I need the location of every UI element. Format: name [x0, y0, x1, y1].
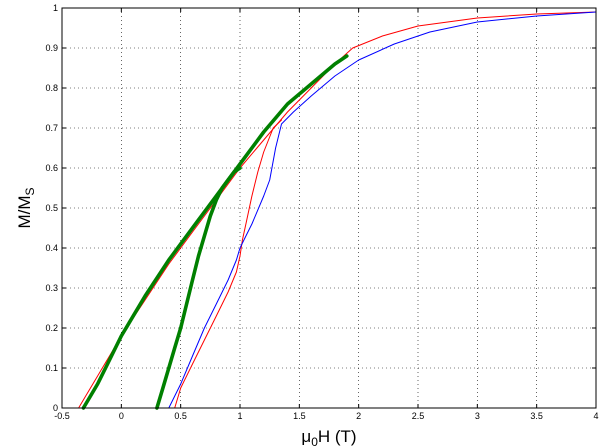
- y-tick-label: 0.4: [45, 243, 58, 253]
- y-tick-label: 0: [53, 403, 58, 413]
- y-axis-label-sub: S: [23, 187, 37, 195]
- x-tick-label: 3.5: [530, 411, 543, 421]
- series-group: [78, 11, 597, 410]
- series-1-line: [174, 119, 282, 409]
- x-axis-label-sub: 0: [311, 435, 318, 448]
- x-tick-label: 0.5: [174, 411, 187, 421]
- x-tick-label: 2.5: [412, 411, 425, 421]
- y-tick-label: 0.8: [45, 83, 58, 93]
- y-tick-label: 1: [53, 3, 58, 13]
- x-tick-label: 1.5: [293, 411, 306, 421]
- y-tick-label: 0.3: [45, 283, 58, 293]
- x-tick-label: 2: [356, 411, 361, 421]
- x-axis-label-rest: H (T): [318, 427, 357, 446]
- ticks: -0.5 0 0.5 1 1.5 2 2.5 3 3.5 400.10.20.30.40.50.6…: [45, 3, 598, 421]
- series-3-line: [81, 54, 349, 410]
- y-tick-label: 0.6: [45, 163, 58, 173]
- x-tick-label: 3: [475, 411, 480, 421]
- x-axis-label: μ0H (T): [301, 427, 356, 448]
- y-tick-label: 0.7: [45, 123, 58, 133]
- y-tick-label: 0.1: [45, 363, 58, 373]
- x-tick-label: 0: [119, 411, 124, 421]
- axis-labels: μ0H (T) M/MS: [15, 187, 357, 448]
- y-axis-label: M/MS: [15, 187, 37, 228]
- x-tick-label: 1: [237, 411, 242, 421]
- y-tick-label: 0.2: [45, 323, 58, 333]
- x-axis-label-main: μ: [301, 427, 311, 446]
- series-2-line: [168, 11, 597, 409]
- grid: [62, 8, 596, 408]
- series-0-line: [78, 11, 597, 409]
- y-tick-label: 0.9: [45, 43, 58, 53]
- y-axis-label-main: M/M: [15, 195, 34, 228]
- series-4-line: [155, 166, 242, 410]
- x-tick-label: -0.5: [54, 411, 70, 421]
- x-tick-label: 4: [593, 411, 598, 421]
- y-tick-label: 0.5: [45, 203, 58, 213]
